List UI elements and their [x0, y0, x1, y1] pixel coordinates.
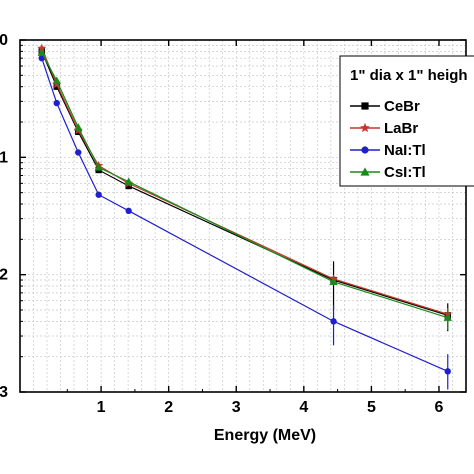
point-marker [360, 122, 370, 133]
plot-frame [19, 39, 467, 393]
x-tick-label: 5 [367, 399, 376, 416]
grid [20, 40, 466, 392]
point-marker [361, 102, 369, 110]
legend-title: 1" dia x 1" heigh [350, 67, 468, 84]
point-marker [75, 149, 82, 156]
y-tick-label: 0 [0, 32, 8, 49]
legend-entries: CeBr LaBr NaI:Tl CsI:Tl [350, 98, 426, 181]
point-marker [124, 177, 133, 185]
legend: 1" dia x 1" heigh CeBr LaBr NaI:Tl CsI:Tl [339, 55, 474, 187]
y-tick-label: -3 [0, 384, 8, 401]
legend-label: NaI:Tl [384, 142, 426, 159]
x-tick-label: 4 [299, 399, 308, 416]
point-marker [329, 277, 338, 285]
point-marker [53, 99, 60, 107]
point-marker [53, 83, 60, 90]
point-marker [125, 182, 132, 190]
x-tick-label: 1 [97, 399, 106, 416]
point-marker [330, 318, 337, 325]
y-tick-label: -1 [0, 149, 8, 166]
legend-box [339, 55, 474, 187]
ticks: 1 2 3 4 5 6 0 -1 -2 -3 [0, 32, 466, 416]
y-tick-label: -2 [0, 267, 8, 284]
x-axis-title: Energy (MeV) [214, 427, 316, 444]
point-marker [361, 146, 369, 154]
x-tick-label: 6 [435, 399, 444, 416]
point-marker [37, 48, 46, 56]
point-marker [74, 123, 83, 131]
x-tick-label: 3 [232, 399, 241, 416]
legend-entry: CsI:Tl [350, 164, 426, 181]
series-nai-tl [38, 54, 451, 390]
point-marker [37, 43, 47, 53]
point-marker [444, 368, 451, 375]
legend-entry: NaI:Tl [350, 142, 426, 159]
point-marker [443, 313, 452, 321]
legend-entry: CeBr [350, 98, 420, 115]
point-marker [52, 76, 61, 84]
series-layer [37, 43, 453, 390]
series-csi-tl [37, 48, 452, 330]
legend-label: LaBr [384, 120, 418, 137]
legend-label: CeBr [384, 98, 420, 115]
point-marker [94, 163, 103, 171]
legend-entry: LaBr [350, 120, 418, 137]
point-marker [360, 167, 370, 176]
legend-label: CsI:Tl [384, 164, 426, 181]
point-marker [125, 207, 132, 215]
point-marker [95, 191, 102, 198]
x-tick-label: 2 [164, 399, 173, 416]
